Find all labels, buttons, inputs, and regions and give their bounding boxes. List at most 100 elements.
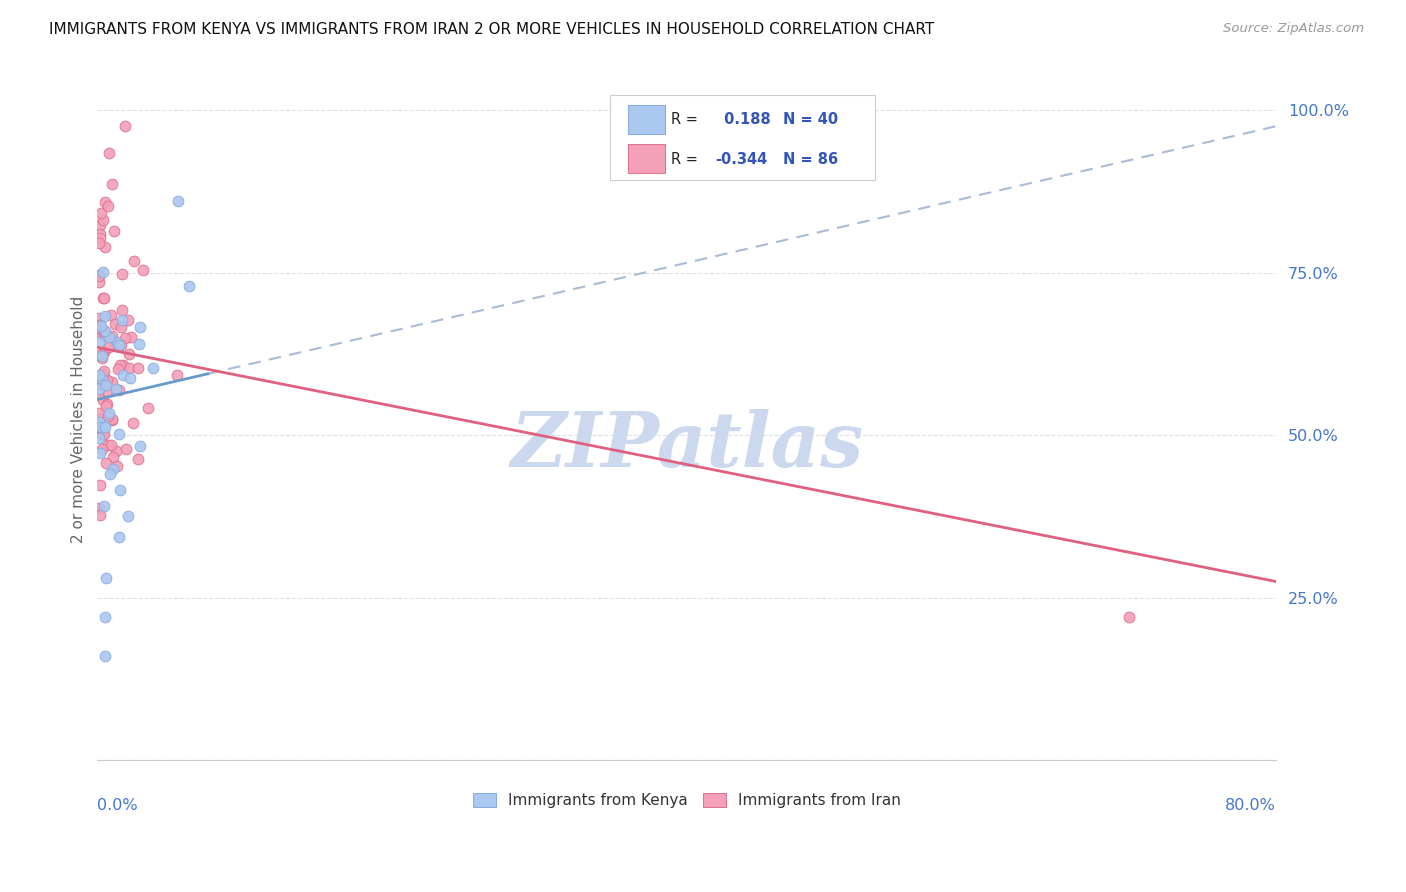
Point bbox=[108, 483, 131, 497]
Point bbox=[93, 610, 115, 624]
Point bbox=[118, 360, 141, 375]
Point bbox=[90, 368, 112, 382]
Text: Source: ZipAtlas.com: Source: ZipAtlas.com bbox=[1223, 22, 1364, 36]
Point bbox=[112, 368, 135, 382]
Point bbox=[94, 195, 117, 210]
Point bbox=[111, 267, 134, 281]
Point bbox=[93, 324, 115, 338]
Point bbox=[97, 199, 120, 213]
Point bbox=[89, 411, 111, 425]
Point bbox=[111, 313, 134, 327]
Point bbox=[166, 368, 188, 383]
Point bbox=[94, 378, 117, 392]
Point bbox=[89, 319, 111, 334]
Point bbox=[120, 330, 142, 344]
Point bbox=[89, 478, 111, 492]
Point bbox=[89, 446, 111, 460]
Point bbox=[87, 310, 110, 325]
Point bbox=[96, 373, 118, 387]
Point bbox=[87, 318, 110, 333]
Point bbox=[101, 376, 124, 390]
Point bbox=[98, 406, 121, 420]
Point bbox=[114, 119, 136, 133]
Point bbox=[91, 425, 114, 439]
Point bbox=[105, 458, 128, 473]
Point bbox=[93, 292, 115, 306]
Point bbox=[93, 309, 115, 323]
Point bbox=[122, 416, 145, 430]
Point bbox=[90, 322, 112, 336]
Point bbox=[114, 442, 136, 456]
Point bbox=[101, 450, 124, 465]
Y-axis label: 2 or more Vehicles in Household: 2 or more Vehicles in Household bbox=[72, 295, 86, 542]
Point bbox=[124, 253, 146, 268]
Point bbox=[107, 362, 129, 376]
Point bbox=[101, 177, 124, 191]
Point bbox=[87, 269, 110, 284]
Text: R =: R = bbox=[671, 152, 699, 167]
Point bbox=[91, 212, 114, 227]
Point bbox=[117, 313, 139, 327]
Point bbox=[94, 329, 117, 343]
Text: ZIPatlas: ZIPatlas bbox=[510, 409, 863, 483]
Point bbox=[100, 308, 122, 322]
Point bbox=[136, 401, 159, 416]
Point bbox=[100, 413, 122, 427]
Point bbox=[91, 265, 114, 279]
Point bbox=[105, 443, 128, 458]
Point bbox=[91, 327, 114, 342]
Point bbox=[127, 451, 149, 466]
Point bbox=[128, 319, 150, 334]
Point bbox=[89, 370, 111, 384]
Point bbox=[110, 338, 132, 352]
Point bbox=[97, 329, 120, 343]
Point bbox=[167, 194, 190, 208]
Text: 0.0%: 0.0% bbox=[97, 798, 138, 813]
Point bbox=[94, 240, 117, 254]
Text: 0.188: 0.188 bbox=[718, 112, 770, 128]
Point bbox=[89, 508, 111, 523]
Point bbox=[111, 358, 134, 372]
Point bbox=[104, 318, 127, 332]
FancyBboxPatch shape bbox=[627, 105, 665, 134]
Point bbox=[96, 397, 118, 411]
Point bbox=[94, 420, 117, 434]
Point bbox=[93, 364, 115, 378]
Point bbox=[89, 275, 111, 289]
Point bbox=[90, 351, 112, 365]
Point bbox=[142, 360, 165, 375]
Point bbox=[91, 345, 114, 359]
FancyBboxPatch shape bbox=[610, 95, 876, 180]
Point bbox=[110, 303, 132, 318]
Point bbox=[89, 218, 111, 232]
Point bbox=[132, 263, 155, 277]
Point bbox=[87, 415, 110, 429]
Point bbox=[90, 442, 112, 456]
Point bbox=[105, 334, 128, 349]
Point bbox=[87, 386, 110, 401]
Point bbox=[89, 376, 111, 391]
Point bbox=[93, 499, 115, 513]
Point bbox=[96, 384, 118, 398]
Point bbox=[93, 324, 115, 338]
Point bbox=[97, 438, 120, 452]
Point bbox=[108, 338, 131, 352]
Point bbox=[104, 383, 127, 397]
Point bbox=[91, 367, 114, 381]
Text: 80.0%: 80.0% bbox=[1225, 798, 1277, 813]
Point bbox=[89, 348, 111, 362]
Point bbox=[127, 361, 149, 376]
Point bbox=[90, 206, 112, 220]
Point bbox=[100, 411, 122, 425]
Text: R =: R = bbox=[671, 112, 699, 128]
Point bbox=[108, 427, 131, 442]
Point bbox=[87, 382, 110, 396]
Point bbox=[93, 649, 115, 664]
Point bbox=[103, 462, 125, 476]
Point bbox=[128, 439, 150, 453]
Point bbox=[97, 146, 120, 161]
Point bbox=[94, 399, 117, 413]
Text: -0.344: -0.344 bbox=[716, 152, 768, 167]
Point bbox=[90, 425, 112, 440]
Point bbox=[87, 407, 110, 421]
